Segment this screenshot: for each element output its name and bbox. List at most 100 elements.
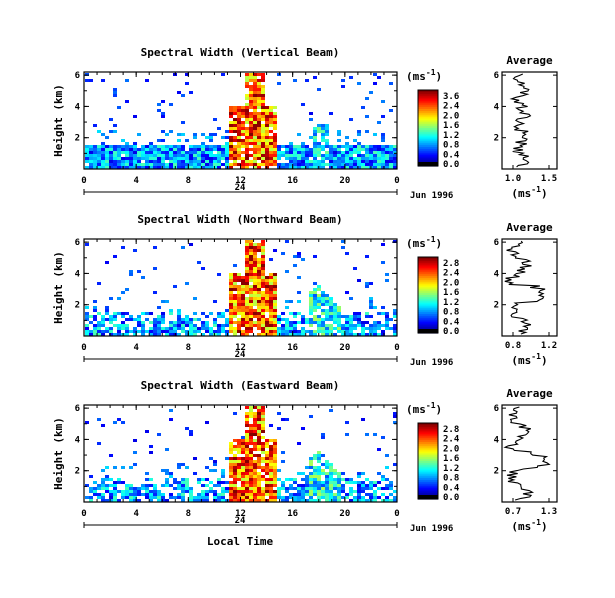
- heatmap-cell: [245, 421, 249, 424]
- heatmap-cell: [137, 157, 141, 160]
- heatmap-cell: [245, 133, 249, 136]
- heatmap-cell: [129, 145, 133, 148]
- colorbar-swatch: [418, 464, 438, 468]
- heatmap-cell: [113, 166, 117, 169]
- heatmap-cell: [357, 321, 361, 324]
- heatmap-cell: [261, 445, 265, 448]
- heatmap-cell: [257, 321, 261, 324]
- heatmap-cell: [133, 166, 137, 169]
- heatmap-cell: [309, 309, 313, 312]
- heatmap-cell: [321, 297, 325, 300]
- heatmap-cell: [237, 463, 241, 466]
- heatmap-cell: [101, 160, 105, 163]
- heatmap-cell: [317, 315, 321, 318]
- heatmap-cell: [157, 109, 161, 112]
- heatmap-cell: [337, 130, 341, 133]
- heatmap-cell: [109, 315, 113, 318]
- heatmap-cell: [249, 88, 253, 91]
- heatmap-cell: [253, 94, 257, 97]
- heatmap-cell: [301, 151, 305, 154]
- heatmap-cell: [393, 148, 397, 151]
- heatmap-cell: [357, 490, 361, 493]
- heatmap-cell: [157, 148, 161, 151]
- heatmap-cell: [325, 133, 329, 136]
- heatmap-cell: [325, 312, 329, 315]
- heatmap-cell: [245, 264, 249, 267]
- heatmap-cell: [245, 285, 249, 288]
- heatmap-cell: [337, 309, 341, 312]
- heatmap-cell: [169, 324, 173, 327]
- heatmap-cell: [89, 330, 93, 333]
- heatmap-cell: [333, 333, 337, 336]
- heatmap-cell: [185, 139, 189, 142]
- heatmap-cell: [257, 130, 261, 133]
- heatmap-cell: [173, 496, 177, 499]
- heatmap-cell: [317, 300, 321, 303]
- heatmap-cell: [201, 151, 205, 154]
- heatmap-cell: [393, 240, 397, 243]
- heatmap-cell: [345, 433, 349, 436]
- heatmap-cell: [261, 163, 265, 166]
- heatmap-cell: [233, 330, 237, 333]
- colorbar-unit-base: (ms: [406, 403, 426, 416]
- heatmap-cell: [313, 76, 317, 79]
- heatmap-cell: [149, 493, 153, 496]
- heatmap-cell: [365, 478, 369, 481]
- heatmap-cell: [113, 94, 117, 97]
- heatmap-cell: [121, 327, 125, 330]
- heatmap-cell: [317, 306, 321, 309]
- heatmap-cell: [85, 79, 89, 82]
- heatmap-cell: [201, 324, 205, 327]
- heatmap-cell: [229, 127, 233, 130]
- heatmap-cell: [341, 324, 345, 327]
- colorbar-swatch: [418, 483, 438, 487]
- colorbar-unit-sup: -1: [426, 401, 436, 410]
- heatmap-cell: [229, 130, 233, 133]
- heatmap-cell: [333, 478, 337, 481]
- colorbar: 2.82.42.01.61.20.80.40.0(ms-1): [406, 235, 460, 337]
- heatmap-cell: [341, 163, 345, 166]
- heatmap-cell: [201, 490, 205, 493]
- heatmap-cell: [241, 333, 245, 336]
- profile-unit-base: (ms: [511, 354, 531, 367]
- heatmap-cell: [341, 496, 345, 499]
- heatmap-cell: [313, 472, 317, 475]
- profile-x-label: 1.0: [505, 174, 521, 184]
- colorbar-swatch: [418, 264, 438, 268]
- heatmap-cell: [177, 163, 181, 166]
- heatmap-cell: [301, 163, 305, 166]
- heatmap-cell: [233, 484, 237, 487]
- heatmap-cell: [253, 487, 257, 490]
- colorbar-swatch: [418, 152, 438, 156]
- heatmap-cell: [293, 151, 297, 154]
- heatmap-cell: [145, 154, 149, 157]
- heatmap-cell: [305, 321, 309, 324]
- heatmap-cell: [101, 157, 105, 160]
- heatmap-cell: [249, 130, 253, 133]
- heatmap-cell: [125, 100, 129, 103]
- heatmap-cell: [169, 327, 173, 330]
- heatmap-cell: [257, 315, 261, 318]
- heatmap-cell: [201, 312, 205, 315]
- heatmap-cell: [285, 154, 289, 157]
- heatmap-cell: [157, 163, 161, 166]
- heatmap-cell: [185, 154, 189, 157]
- heatmap-cell: [245, 333, 249, 336]
- heatmap-cell: [285, 487, 289, 490]
- heatmap-cell: [273, 124, 277, 127]
- colorbar-swatch: [418, 158, 438, 161]
- profile-unit-close: ): [541, 354, 548, 367]
- heatmap-cell: [233, 454, 237, 457]
- heatmap-cell: [345, 330, 349, 333]
- heatmap-cell: [309, 481, 313, 484]
- heatmap-cell: [221, 481, 225, 484]
- heatmap-cell: [321, 454, 325, 457]
- heatmap-cell: [377, 121, 381, 124]
- heatmap-cell: [197, 261, 201, 264]
- heatmap-cell: [109, 145, 113, 148]
- heatmap-cell: [229, 445, 233, 448]
- colorbar-swatch: [418, 472, 438, 475]
- heatmap-cell: [117, 166, 121, 169]
- heatmap-cell: [249, 457, 253, 460]
- heatmap-cell: [105, 466, 109, 469]
